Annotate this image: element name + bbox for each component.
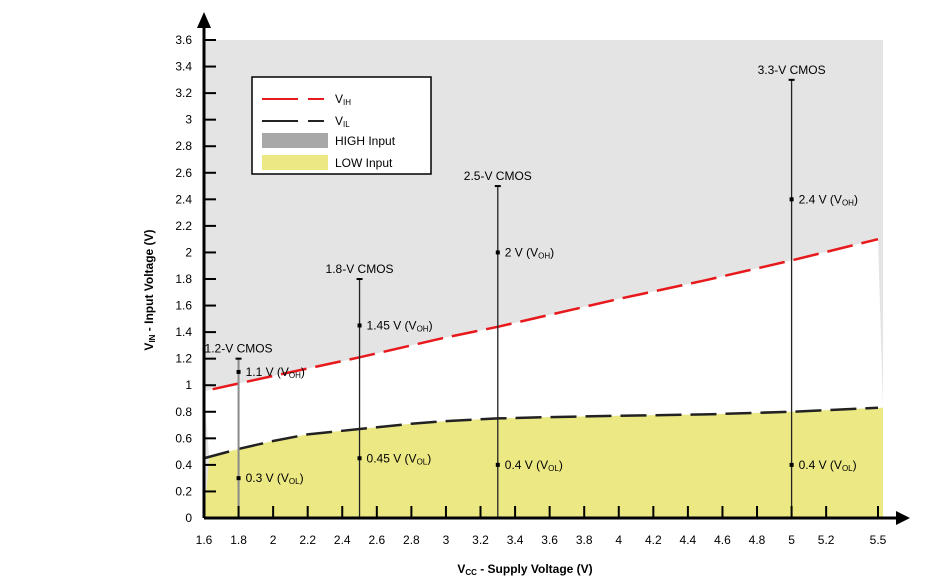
series-vil-line xyxy=(203,406,879,460)
legend-label: LOW Input xyxy=(335,156,393,170)
y-tick-label: 2.8 xyxy=(175,139,192,153)
x-tick-label: 3 xyxy=(443,533,450,547)
x-tick-label: 3.8 xyxy=(576,533,593,547)
voh-label: 2 V (VOH) xyxy=(505,245,554,260)
y-tick-label: 1.2 xyxy=(175,352,192,366)
x-tick-label: 4 xyxy=(615,533,622,547)
voh-marker xyxy=(495,250,500,255)
x-tick-label: 2.8 xyxy=(403,533,420,547)
x-tick-label: 1.8 xyxy=(230,533,247,547)
x-axis-label: VCC - Supply Voltage (V) xyxy=(457,562,592,577)
voh-label: 1.45 V (VOH) xyxy=(367,318,433,333)
legend-label: HIGH Input xyxy=(335,134,396,148)
x-tick-label: 3.6 xyxy=(541,533,558,547)
vol-label: 0.4 V (VOL) xyxy=(505,458,563,473)
x-tick-label: 4.6 xyxy=(714,533,731,547)
voh-marker xyxy=(236,369,241,374)
x-tick-label: 2 xyxy=(270,533,277,547)
standard-label: 1.8-V CMOS xyxy=(326,262,394,276)
y-tick-label: 1.6 xyxy=(175,299,192,313)
legend-label: VIH xyxy=(335,92,351,107)
legend-label: VIL xyxy=(335,114,350,129)
x-tick-label: 3.2 xyxy=(472,533,489,547)
y-tick-label: 3.6 xyxy=(175,33,192,47)
vol-label: 0.45 V (VOL) xyxy=(367,451,432,466)
y-tick-label: 2.2 xyxy=(175,219,192,233)
voh-label: 2.4 V (VOH) xyxy=(799,192,858,207)
y-tick-label: 3.4 xyxy=(175,60,192,74)
x-axis-arrow xyxy=(896,511,910,525)
voh-marker xyxy=(789,197,794,202)
standard-label: 1.2-V CMOS xyxy=(205,342,273,356)
y-tick-label: 2.6 xyxy=(175,166,192,180)
x-tick-label: 5 xyxy=(788,533,795,547)
x-tick-label: 5.2 xyxy=(818,533,835,547)
x-tick-label: 1.6 xyxy=(196,533,213,547)
x-tick-label: 4.4 xyxy=(680,533,697,547)
x-tick-label: 3.4 xyxy=(507,533,524,547)
y-tick-label: 1.8 xyxy=(175,272,192,286)
vol-marker xyxy=(495,462,500,467)
y-tick-label: 0 xyxy=(185,511,192,525)
x-tick-label: 4.8 xyxy=(749,533,766,547)
voh-label: 1.1 V (VOH) xyxy=(246,365,305,380)
voh-marker xyxy=(357,323,362,328)
vol-label: 0.4 V (VOL) xyxy=(799,458,857,473)
y-tick-label: 0.8 xyxy=(175,405,192,419)
vol-label: 0.3 V (VOL) xyxy=(246,471,304,486)
vol-marker xyxy=(236,476,241,481)
standard-label: 3.3-V CMOS xyxy=(758,63,826,77)
standard-label: 2.5-V CMOS xyxy=(464,169,532,183)
y-tick-label: 3.2 xyxy=(175,86,192,100)
legend-swatch-box xyxy=(262,155,328,170)
low-input-region xyxy=(204,407,883,518)
vol-marker xyxy=(789,462,794,467)
y-tick-label: 0.6 xyxy=(175,431,192,445)
x-tick-label: 2.4 xyxy=(334,533,351,547)
y-tick-label: 2.4 xyxy=(175,192,192,206)
y-axis-label: VIN - Input Voltage (V) xyxy=(142,229,157,350)
y-tick-label: 2 xyxy=(185,245,192,259)
x-tick-label: 2.6 xyxy=(368,533,385,547)
y-tick-label: 3 xyxy=(185,113,192,127)
transition-region xyxy=(204,239,883,457)
x-tick-label: 5.5 xyxy=(870,533,887,547)
x-tick-label: 4.2 xyxy=(645,533,662,547)
y-tick-label: 1.4 xyxy=(175,325,192,339)
y-tick-label: 0.4 xyxy=(175,458,192,472)
y-tick-label: 0.2 xyxy=(175,484,192,498)
y-axis-arrow xyxy=(197,12,211,28)
vol-marker xyxy=(357,456,362,461)
legend-swatch-box xyxy=(262,133,328,148)
y-tick-label: 1 xyxy=(185,378,192,392)
x-tick-label: 2.2 xyxy=(299,533,316,547)
